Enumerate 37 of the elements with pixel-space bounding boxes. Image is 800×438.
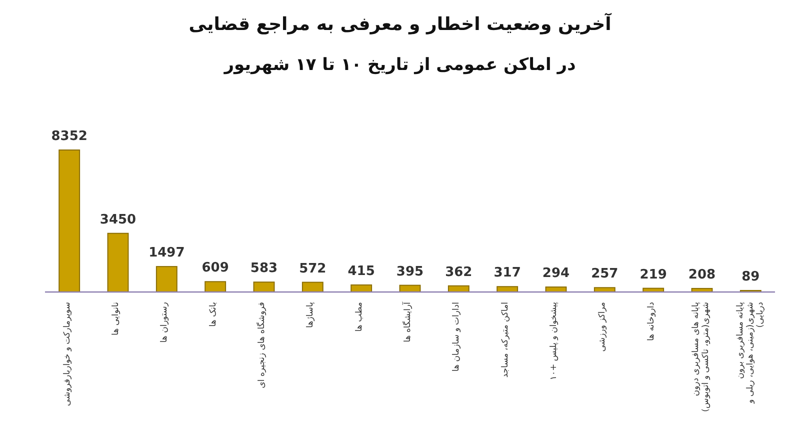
data-label: 294 bbox=[542, 266, 570, 281]
data-label: 219 bbox=[640, 267, 667, 282]
x-tick-label: آرایشگاه ها bbox=[402, 301, 413, 342]
x-tick-label: نانوایی ها bbox=[111, 302, 121, 336]
data-label: 415 bbox=[348, 264, 375, 279]
bar bbox=[156, 266, 178, 292]
x-tick-label: فروشگاه های زنجیره ای bbox=[256, 302, 267, 388]
x-tick-label: اماکن متبرکه، مساجد bbox=[500, 302, 510, 378]
x-tick-label: پاساژها bbox=[306, 301, 316, 328]
chart-title: آخرین وضعیت اخطار و معرفی به مراجع قضایی bbox=[188, 12, 612, 35]
data-label: 257 bbox=[591, 266, 618, 282]
bar bbox=[204, 281, 226, 292]
x-tick-label: پایانه های مسافربری درون شهری(مترو، تاکسی و اتوبوس) bbox=[691, 301, 711, 412]
data-label: 572 bbox=[299, 261, 326, 276]
x-tick-label: بانک ها bbox=[208, 302, 218, 327]
x-tick-label: ادارات و سازمان ها bbox=[452, 302, 462, 372]
bar bbox=[107, 232, 129, 292]
data-label: 8352 bbox=[51, 129, 88, 144]
x-tick-label: مطب ها bbox=[354, 302, 364, 332]
x-tick-label: مراکز ورزشی bbox=[598, 302, 608, 352]
data-label: 208 bbox=[688, 267, 716, 282]
x-tick-label: پایانه مسافربری برون شهری(زمینی، هوایی، ریلی و دریایی) bbox=[736, 301, 766, 404]
data-label: 362 bbox=[445, 264, 472, 280]
x-tick-label: سوپرمارکت و خواربارفروشی bbox=[62, 302, 72, 406]
data-label: 395 bbox=[396, 264, 424, 280]
data-label: 609 bbox=[202, 260, 229, 276]
x-tick-label: پیشخوان و پلیس +۱۰ bbox=[549, 301, 559, 380]
bar bbox=[253, 282, 275, 292]
x-tick-label: رستوران ها bbox=[160, 302, 170, 343]
bar bbox=[58, 150, 80, 292]
chart-subtitle: در اماکن عمومی از تاریخ ۱۰ تا ۱۷ شهریور bbox=[223, 55, 576, 75]
data-label: 583 bbox=[250, 261, 278, 276]
data-label: 317 bbox=[494, 266, 521, 281]
x-tick-label: داروخانه ها bbox=[646, 302, 656, 341]
data-label: 3450 bbox=[100, 212, 136, 228]
data-label: 1497 bbox=[148, 246, 185, 261]
data-label: 89 bbox=[742, 269, 760, 284]
